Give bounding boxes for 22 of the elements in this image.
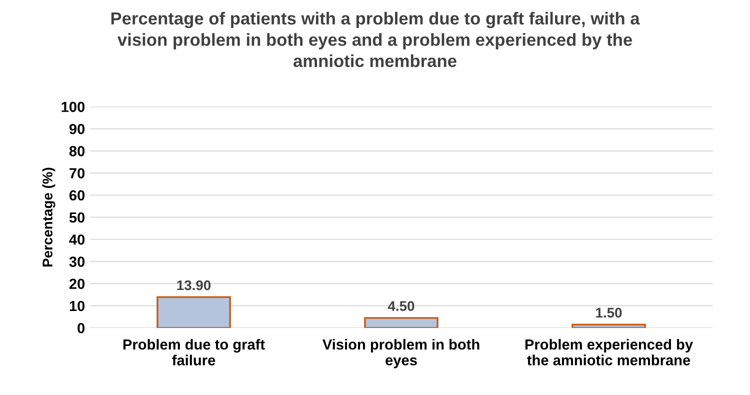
- data-label: 4.50: [388, 301, 414, 311]
- y-tick-label: 80: [69, 146, 85, 156]
- y-tick-label: 50: [69, 212, 85, 223]
- y-tick-label: 70: [70, 168, 85, 178]
- y-tick-label: 30: [69, 256, 85, 267]
- data-label: 13.90: [177, 280, 211, 290]
- bar: [364, 317, 438, 328]
- x-tick-label: Problem experienced by the amniotic membrane: [525, 338, 693, 366]
- bar: [572, 324, 646, 328]
- data-label: 1.50: [596, 308, 622, 318]
- y-axis-title: Percentage (%): [42, 168, 56, 266]
- x-tick-label: Problem due to graft failure: [123, 338, 265, 366]
- y-tick-label: 20: [69, 278, 85, 290]
- y-tick-label: 40: [69, 234, 85, 245]
- chart-title: Percentage of patients with a problem due to graft failure, with a vision problem in both eyes and a problem experienced by the amniotic membrane: [111, 12, 640, 68]
- y-tick-label: 60: [69, 190, 85, 201]
- y-tick-label: 90: [69, 124, 85, 134]
- bar: [156, 296, 231, 328]
- x-tick-label: Vision problem in both eyes: [322, 338, 480, 368]
- y-tick-label: 10: [70, 300, 85, 312]
- y-tick-label: 100: [62, 102, 85, 112]
- y-tick-label: 0: [78, 322, 85, 334]
